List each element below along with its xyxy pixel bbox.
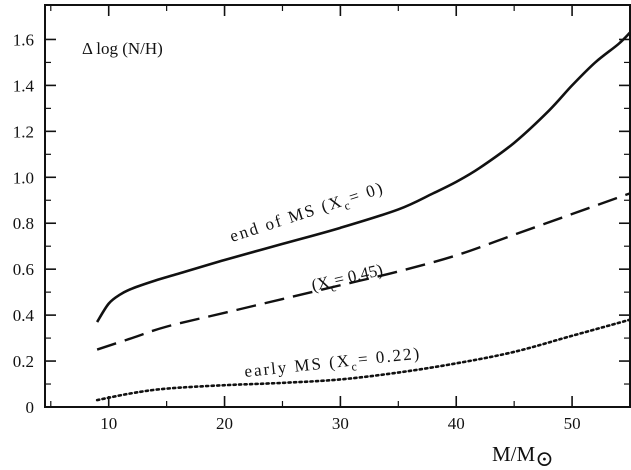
y-tick-label: 1.4	[13, 76, 35, 95]
label-early-ms-tail: = 0.22)	[357, 344, 422, 370]
x-tick-label: 30	[332, 414, 349, 433]
x-axis-title: M/M⊙	[492, 442, 554, 470]
label-early-ms-sub: c	[351, 359, 360, 374]
y-tick-label: 0	[26, 398, 35, 417]
y-tick-label: 0.8	[13, 214, 34, 233]
x-tick-label: 40	[448, 414, 465, 433]
series-early-ms-line	[95, 318, 631, 402]
y-tick-label: 1.0	[13, 168, 34, 187]
chart-title: Δ log (N/H)	[82, 39, 163, 58]
x-axis-title-text: M/M	[492, 442, 536, 466]
y-tick-label: 0.2	[13, 352, 34, 371]
label-xc-045-sub: c	[329, 280, 337, 295]
series-end-of-ms-line	[96, 31, 631, 323]
tick-labels: 0 0.2 0.4 0.6 0.8 1.0 1.2 1.4 1.6 10 20 30 40 50	[13, 30, 581, 433]
label-early-ms-text: early MS (X	[243, 351, 351, 381]
y-tick-label: 0.6	[13, 260, 34, 279]
series-xc-045-line	[96, 192, 631, 351]
label-early-ms: early MS (Xc= 0.22)	[243, 344, 422, 385]
label-xc-045: (Xc= 0.45)	[310, 260, 386, 299]
sun-symbol: ⊙	[535, 446, 553, 470]
y-tick-label: 1.6	[13, 30, 34, 49]
label-xc-045-text: (X	[310, 272, 332, 295]
y-tick-label: 1.2	[13, 122, 34, 141]
label-end-of-ms-tail: = 0)	[347, 178, 387, 207]
x-tick-label: 10	[100, 414, 117, 433]
label-end-of-ms: end of MS (Xc= 0)	[227, 178, 388, 250]
label-end-of-ms-text: end of MS (X	[227, 191, 345, 246]
x-tick-label: 50	[564, 414, 581, 433]
label-end-of-ms-sub: c	[342, 198, 353, 214]
x-tick-label: 20	[216, 414, 233, 433]
y-tick-label: 0.4	[13, 306, 35, 325]
series-lines	[95, 31, 631, 402]
plot-frame	[44, 4, 631, 408]
label-xc-045-tail: = 0.45)	[332, 260, 384, 290]
